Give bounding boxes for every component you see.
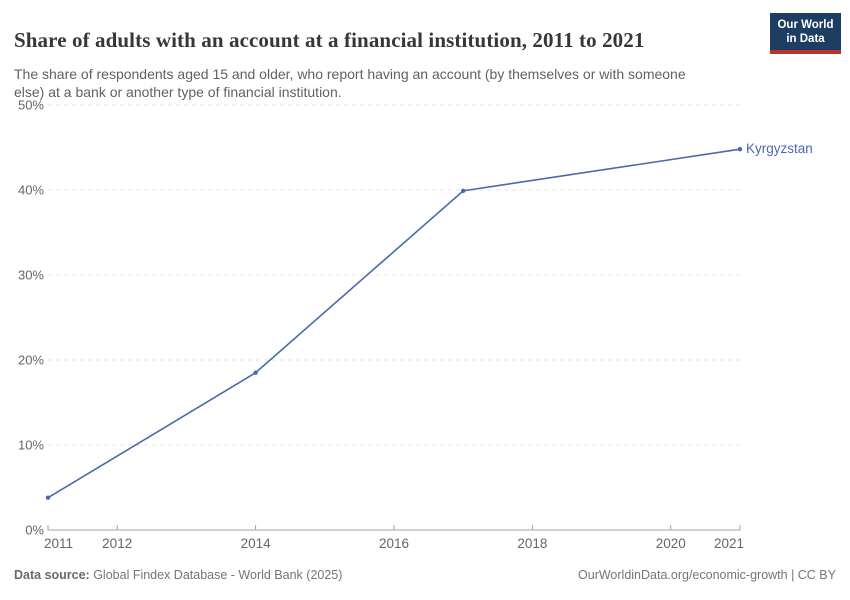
owid-logo-line1: Our World [777,19,834,31]
y-axis-tick-label: 40% [18,183,44,198]
x-axis-tick-label: 2016 [379,536,409,551]
owid-attribution-link[interactable]: OurWorldinData.org/economic-growth | CC … [578,568,836,582]
y-axis-tick-label: 50% [18,98,44,113]
x-axis-tick-label: 2018 [517,536,547,551]
chart-subtitle: The share of respondents aged 15 and old… [14,66,686,100]
series-line-kyrgyzstan[interactable] [47,148,741,499]
y-axis-tick-label: 10% [18,438,44,453]
x-axis-tick-label: 2021 [714,536,744,551]
x-axis-tick-label: 2020 [656,536,686,551]
x-axis-tick-label: 2012 [102,536,132,551]
chart-title: Share of adults with an account at a fin… [14,28,645,53]
data-point[interactable] [253,370,258,375]
series-end-label: Kyrgyzstan [746,141,813,156]
data-point[interactable] [461,188,466,194]
chart-plot-area: 0% 10% 20% 30% 40% 50% 2011 2012 2014 2016 2018 202… [18,98,813,552]
owid-logo-line2: in Data [786,33,825,45]
y-axis-tick-label: 0% [25,523,44,538]
y-axis-tick-label: 30% [18,268,44,283]
x-axis-tick-label: 2014 [241,536,272,551]
data-source-note: Data source: Global Findex Database - Wo… [14,568,342,582]
data-source-label: Data source: [14,568,90,582]
y-axis-tick-label: 20% [18,353,44,368]
owid-logo[interactable]: Our World in Data [770,13,841,54]
data-point[interactable] [737,147,743,152]
data-point[interactable] [45,495,51,500]
chart-footer: Data source: Global Findex Database - Wo… [14,568,836,582]
data-source-value: Global Findex Database - World Bank (202… [89,568,343,582]
x-axis-tick-label: 2011 [44,536,73,551]
